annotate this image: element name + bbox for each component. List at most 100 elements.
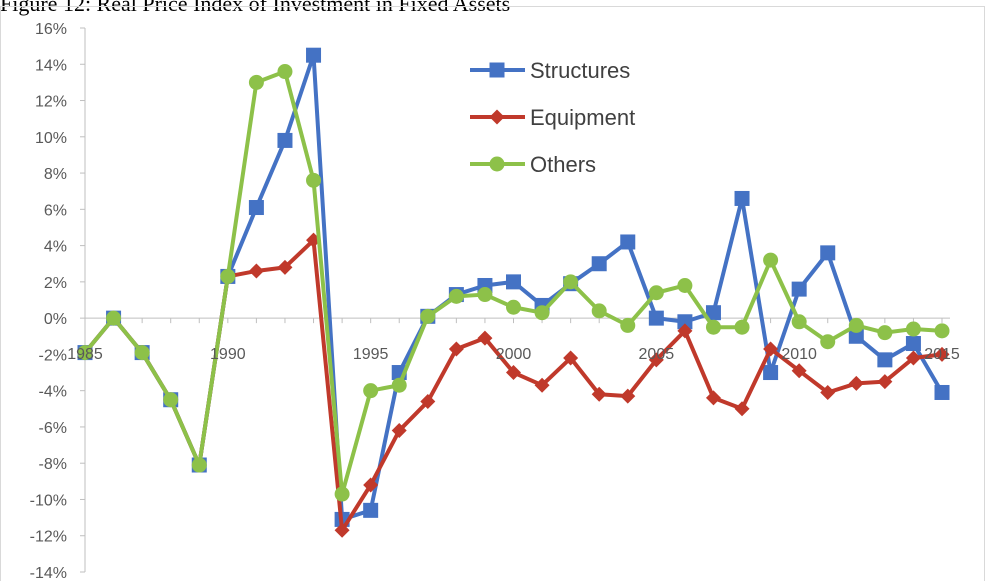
y-tick-label: 0% bbox=[44, 311, 67, 328]
y-tick-label: -4% bbox=[39, 384, 67, 401]
data-point bbox=[277, 64, 293, 80]
data-point bbox=[620, 388, 636, 404]
data-point bbox=[363, 477, 379, 493]
x-tick-label: 1990 bbox=[210, 346, 246, 363]
legend-label: Equipment bbox=[530, 105, 635, 130]
y-tick-label: 8% bbox=[44, 166, 67, 183]
chart-frame bbox=[0, 6, 985, 581]
data-point bbox=[106, 310, 122, 326]
series-structures bbox=[77, 47, 950, 527]
x-tick-label: 2015 bbox=[924, 346, 960, 363]
y-tick-label: 16% bbox=[35, 21, 67, 38]
data-point bbox=[334, 486, 350, 502]
data-point bbox=[306, 172, 322, 188]
data-point bbox=[591, 303, 607, 319]
data-point bbox=[191, 457, 207, 473]
data-point bbox=[248, 263, 264, 279]
y-tick-label: -6% bbox=[39, 420, 67, 437]
y-tick-label: 12% bbox=[35, 94, 67, 111]
y-tick-label: -10% bbox=[30, 492, 67, 509]
data-point bbox=[648, 310, 664, 326]
data-point bbox=[134, 345, 150, 361]
data-point bbox=[648, 352, 664, 368]
data-point bbox=[877, 325, 893, 341]
data-point bbox=[705, 305, 721, 321]
data-point bbox=[848, 375, 864, 391]
legend-item-structures: Structures bbox=[470, 58, 630, 83]
data-point bbox=[477, 330, 493, 346]
legend-item-equipment: Equipment bbox=[470, 105, 635, 130]
data-point bbox=[791, 314, 807, 330]
data-point bbox=[77, 345, 93, 361]
data-point bbox=[163, 392, 179, 408]
data-point bbox=[905, 350, 921, 366]
y-tick-label: -2% bbox=[39, 347, 67, 364]
data-point bbox=[820, 245, 836, 261]
data-point bbox=[506, 274, 521, 290]
data-point bbox=[591, 386, 607, 402]
y-tick-label: 10% bbox=[35, 130, 67, 147]
data-point bbox=[705, 390, 721, 406]
data-point bbox=[334, 522, 350, 538]
y-tick-label: 2% bbox=[44, 275, 67, 292]
y-tick-label: 4% bbox=[44, 239, 67, 256]
data-point bbox=[420, 394, 436, 410]
data-point bbox=[877, 352, 893, 368]
data-point bbox=[648, 285, 664, 301]
data-point bbox=[734, 190, 750, 206]
x-tick-label: 1985 bbox=[67, 346, 103, 363]
legend-label: Structures bbox=[530, 58, 630, 83]
data-point bbox=[677, 277, 693, 293]
data-point bbox=[905, 336, 921, 352]
data-point bbox=[248, 200, 264, 216]
data-point bbox=[534, 377, 550, 393]
data-point bbox=[620, 317, 636, 333]
data-point bbox=[363, 502, 379, 518]
data-point bbox=[763, 252, 779, 268]
data-point bbox=[489, 156, 505, 172]
data-point bbox=[420, 308, 436, 324]
y-tick-label: -14% bbox=[30, 565, 67, 581]
data-point bbox=[848, 328, 864, 344]
data-point bbox=[448, 341, 464, 357]
y-tick-label: -12% bbox=[30, 529, 67, 546]
data-point bbox=[306, 47, 322, 63]
legend-item-others: Others bbox=[470, 152, 596, 177]
data-point bbox=[848, 317, 864, 333]
data-point bbox=[534, 305, 550, 321]
data-point bbox=[677, 314, 693, 330]
data-point bbox=[820, 334, 836, 350]
data-point bbox=[448, 288, 464, 304]
data-point bbox=[877, 374, 893, 390]
data-point bbox=[277, 132, 293, 148]
data-point bbox=[620, 234, 636, 250]
x-tick-label: 1995 bbox=[353, 346, 389, 363]
data-point bbox=[905, 321, 921, 337]
data-point bbox=[763, 365, 779, 381]
data-point bbox=[705, 319, 721, 335]
data-point bbox=[591, 256, 607, 272]
data-point bbox=[734, 319, 750, 335]
data-point bbox=[934, 323, 950, 339]
data-point bbox=[506, 365, 521, 381]
data-point bbox=[363, 383, 379, 399]
y-tick-label: 14% bbox=[35, 57, 67, 74]
data-point bbox=[248, 74, 264, 90]
data-point bbox=[277, 259, 293, 275]
data-point bbox=[791, 363, 807, 379]
data-point bbox=[391, 377, 407, 393]
data-point bbox=[220, 268, 236, 284]
data-point bbox=[563, 274, 579, 290]
data-point bbox=[477, 287, 493, 303]
legend-label: Others bbox=[530, 152, 596, 177]
data-point bbox=[763, 341, 779, 357]
x-tick-label: 2005 bbox=[639, 346, 675, 363]
y-tick-label: -8% bbox=[39, 456, 67, 473]
data-point bbox=[506, 299, 521, 315]
data-point bbox=[677, 323, 693, 339]
data-point bbox=[934, 346, 950, 362]
data-point bbox=[563, 350, 579, 366]
data-point bbox=[791, 281, 807, 297]
y-tick-label: 6% bbox=[44, 202, 67, 219]
